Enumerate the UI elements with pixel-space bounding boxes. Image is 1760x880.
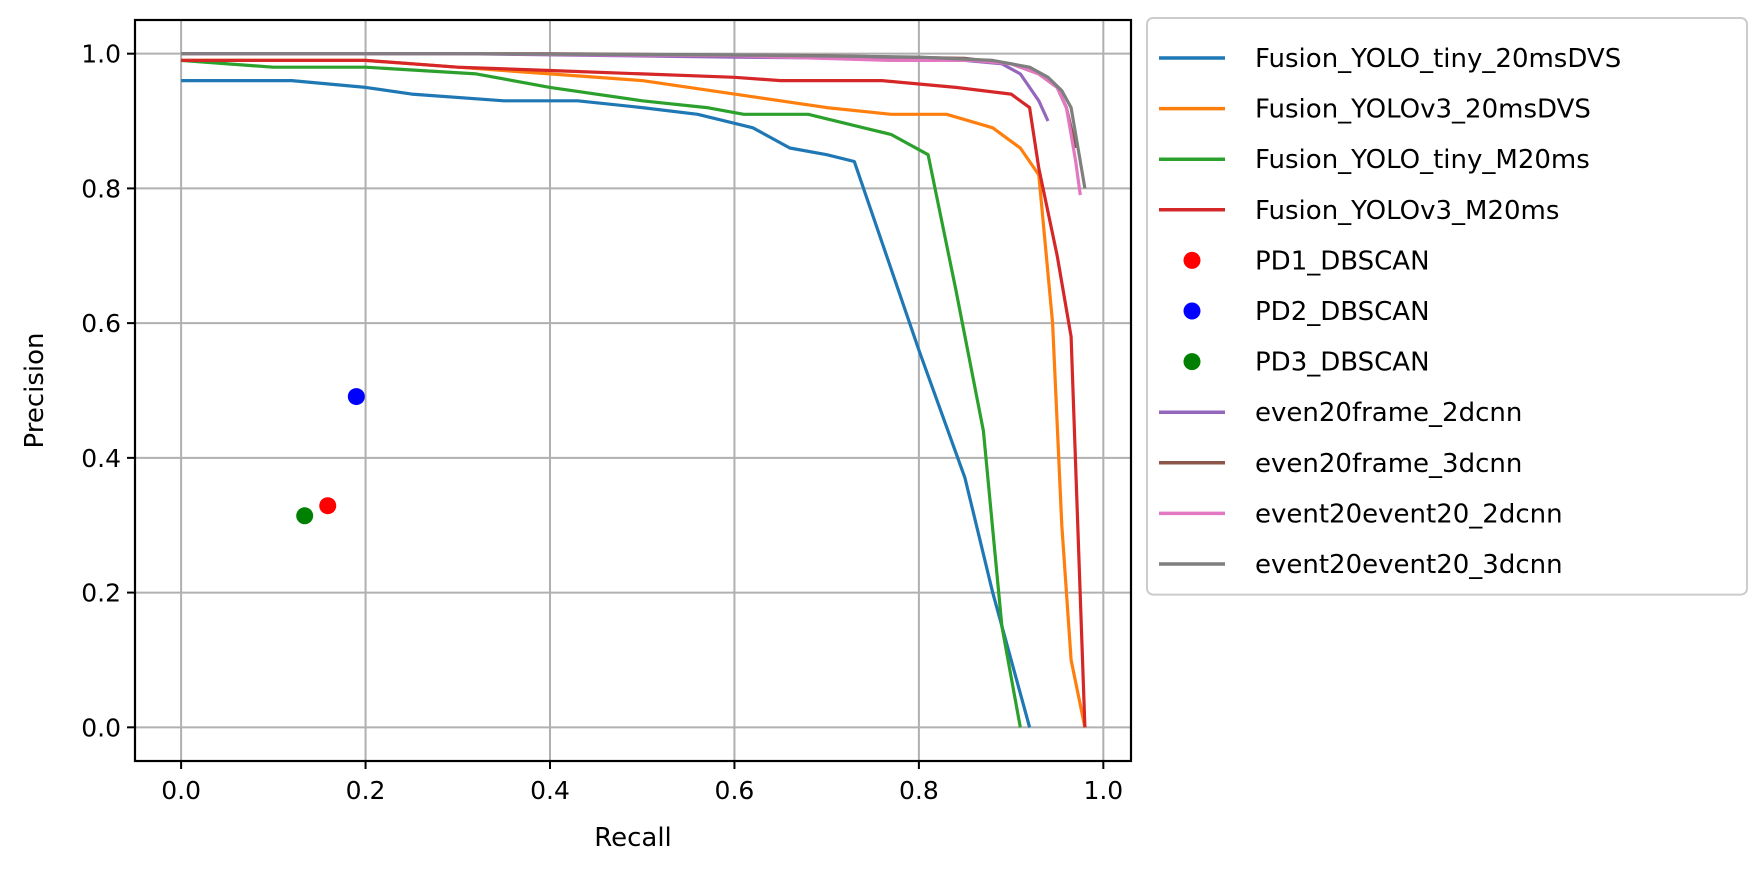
legend-marker-pd3-dbscan bbox=[1183, 353, 1201, 371]
grid-layer bbox=[135, 20, 1131, 761]
legend-box bbox=[1146, 17, 1748, 596]
legend-label-pd2-dbscan: PD2_DBSCAN bbox=[1255, 297, 1430, 327]
legend-label-fusion-yolov3-20msdvs: Fusion_YOLOv3_20msDVS bbox=[1255, 95, 1591, 125]
legend-marker-pd2-dbscan bbox=[1183, 302, 1201, 320]
point-pd3-dbscan bbox=[296, 507, 314, 525]
y-tick-label: 0.8 bbox=[81, 174, 121, 203]
y-tick-label: 1.0 bbox=[81, 40, 121, 69]
legend-label-fusion-yolov3-m20ms: Fusion_YOLOv3_M20ms bbox=[1255, 196, 1559, 226]
series-line-fusion-yolo-tiny-m20ms bbox=[180, 58, 1022, 728]
series-line-fusion-yolov3-m20ms bbox=[181, 58, 1087, 728]
legend-label-even20frame-3dcnn: even20frame_3dcnn bbox=[1255, 449, 1522, 479]
x-tick-label: 0.4 bbox=[530, 776, 570, 805]
legend-label-pd3-dbscan: PD3_DBSCAN bbox=[1255, 348, 1430, 378]
plot-frame bbox=[133, 18, 1133, 763]
legend-label-pd1-dbscan: PD1_DBSCAN bbox=[1255, 246, 1430, 276]
x-axis-label: Recall bbox=[594, 823, 672, 853]
series-line-event20event20-3dcnn bbox=[181, 52, 1087, 189]
point-pd1-dbscan bbox=[319, 497, 337, 515]
legend-label-even20frame-2dcnn: even20frame_2dcnn bbox=[1255, 398, 1522, 428]
y-tick-label: 0.6 bbox=[81, 309, 121, 338]
y-tick-label: 0.2 bbox=[81, 579, 121, 608]
x-tick-label: 0.2 bbox=[346, 776, 386, 805]
tick-layer: 0.0 0.2 0.4 0.6 0.8 1.0 0.0 0.2 0.4 0.6 0.8 1.0 bbox=[81, 40, 1123, 805]
legend-label-fusion-yolo-tiny-20msdvs: Fusion_YOLO_tiny_20msDVS bbox=[1255, 44, 1621, 74]
x-tick-label: 0.6 bbox=[715, 776, 755, 805]
legend: Fusion_YOLO_tiny_20msDVS Fusion_YOLOv3_20… bbox=[1146, 17, 1748, 596]
y-axis-label: Precision bbox=[20, 332, 50, 448]
x-tick-label: 0.8 bbox=[899, 776, 939, 805]
y-tick-label: 0.0 bbox=[81, 713, 121, 742]
point-pd2-dbscan bbox=[347, 388, 365, 406]
legend-label-event20event20-3dcnn: event20event20_3dcnn bbox=[1255, 550, 1563, 580]
legend-label-fusion-yolo-tiny-m20ms: Fusion_YOLO_tiny_M20ms bbox=[1255, 145, 1590, 175]
legend-label-event20event20-2dcnn: event20event20_2dcnn bbox=[1255, 499, 1563, 529]
x-tick-label: 1.0 bbox=[1083, 776, 1123, 805]
legend-marker-pd1-dbscan bbox=[1183, 251, 1201, 269]
x-tick-label: 0.0 bbox=[161, 776, 201, 805]
series-layer bbox=[180, 52, 1087, 728]
series-line-fusion-yolov3-20msdvs bbox=[181, 58, 1087, 728]
y-tick-label: 0.4 bbox=[81, 444, 121, 473]
series-line-fusion-yolo-tiny-20msdvs bbox=[181, 78, 1032, 728]
